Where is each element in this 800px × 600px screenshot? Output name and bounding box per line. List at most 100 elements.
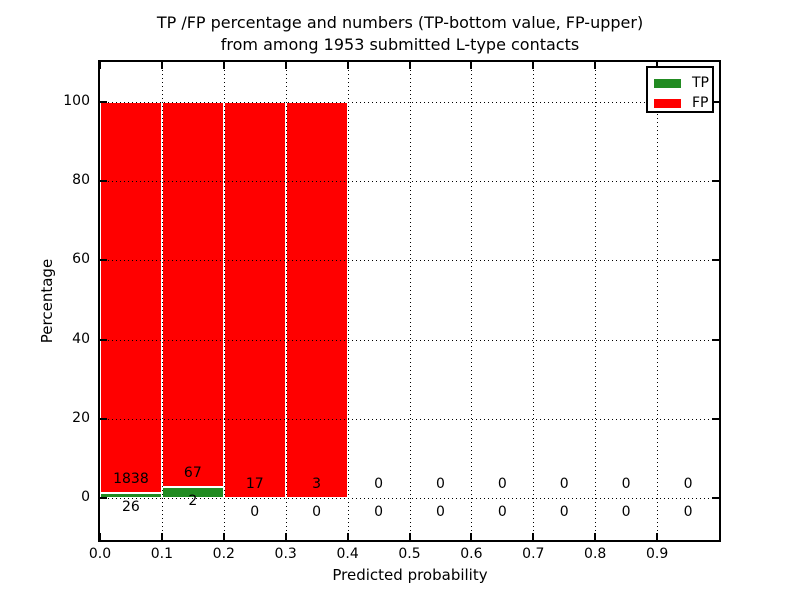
tp-count-label: 0 xyxy=(374,504,384,521)
x-tick-mark-top xyxy=(532,62,535,69)
fp-count-label: 3 xyxy=(312,476,322,493)
x-tick-mark xyxy=(594,533,597,540)
fp-legend-label: FP xyxy=(692,95,709,111)
fp-count-label: 67 xyxy=(183,464,202,481)
y-tick-label: 0 xyxy=(81,489,90,506)
chart-title-line1: TP /FP percentage and numbers (TP-bottom… xyxy=(156,13,644,32)
y-tick-label: 100 xyxy=(63,92,90,109)
x-tick-mark-top xyxy=(346,62,349,69)
x-tick-mark xyxy=(99,533,101,540)
x-tick-label: 0.1 xyxy=(150,546,174,562)
legend-row-fp: FP xyxy=(654,93,712,113)
x-tick-mark xyxy=(532,533,535,540)
vertical-gridline xyxy=(533,62,535,540)
x-tick-label: 0.0 xyxy=(88,546,112,562)
x-tick-label: 0.5 xyxy=(398,546,421,562)
y-tick-mark-right xyxy=(712,180,719,182)
x-tick-mark xyxy=(284,533,287,540)
x-tick-mark-top xyxy=(222,62,225,69)
fp-legend-swatch xyxy=(654,98,681,108)
horizontal-gridline xyxy=(100,498,719,500)
vertical-gridline xyxy=(409,62,411,540)
legend: TP FP xyxy=(646,66,714,113)
tp-count-label: 0 xyxy=(621,504,631,521)
x-tick-mark-top xyxy=(284,62,287,69)
horizontal-gridline xyxy=(100,339,719,341)
tp-count-label: 0 xyxy=(683,504,693,521)
y-tick-mark-right xyxy=(712,100,719,103)
x-tick-mark-top xyxy=(99,62,101,69)
x-tick-label: 0.6 xyxy=(460,546,483,562)
y-tick-mark xyxy=(100,497,107,500)
fp-bar-segment xyxy=(100,101,162,493)
fp-bar-segment xyxy=(285,101,348,499)
x-tick-mark xyxy=(160,533,163,540)
vertical-gridline xyxy=(657,62,659,540)
tp-count-label: 0 xyxy=(497,504,507,521)
x-tick-label: 0.7 xyxy=(522,546,545,562)
vertical-gridline xyxy=(347,62,349,540)
tp-bar-segment xyxy=(100,492,162,499)
tp-count-label: 0 xyxy=(559,504,569,521)
tp-count-label: 0 xyxy=(312,504,322,521)
x-tick-label: 0.4 xyxy=(336,546,359,562)
fp-bar-segment xyxy=(223,101,286,499)
x-tick-label: 0.3 xyxy=(274,546,297,562)
x-tick-label: 0.8 xyxy=(584,546,607,562)
tp-count-label: 2 xyxy=(188,492,198,509)
tp-legend-label: TP xyxy=(692,75,709,91)
y-tick-mark-right xyxy=(712,338,719,341)
fp-bar-segment xyxy=(161,101,224,487)
legend-row-tp: TP xyxy=(654,73,712,93)
x-tick-mark-top xyxy=(408,62,411,69)
y-tick-mark xyxy=(100,338,107,341)
y-tick-mark xyxy=(100,418,107,420)
y-tick-mark-right xyxy=(712,418,719,420)
y-tick-mark-right xyxy=(712,259,719,262)
tp-count-label: 0 xyxy=(250,504,260,521)
x-tick-mark-top xyxy=(656,62,659,69)
chart-title: TP /FP percentage and numbers (TP-bottom… xyxy=(0,12,800,56)
vertical-gridline xyxy=(223,62,225,540)
fp-count-label: 0 xyxy=(374,476,384,493)
fp-count-label: 0 xyxy=(683,476,693,493)
horizontal-gridline xyxy=(100,101,719,103)
y-tick-mark xyxy=(100,100,107,103)
y-tick-label: 60 xyxy=(72,251,90,268)
tp-count-label: 26 xyxy=(122,498,140,515)
x-tick-mark-top xyxy=(160,62,163,69)
tp-legend-swatch xyxy=(654,78,681,88)
y-tick-mark-right xyxy=(712,497,719,500)
x-tick-mark xyxy=(346,533,349,540)
tp-count-label: 0 xyxy=(435,504,445,521)
y-tick-label: 40 xyxy=(72,330,90,347)
fp-count-label: 0 xyxy=(435,476,445,493)
y-tick-mark xyxy=(100,259,107,262)
fp-count-label: 1838 xyxy=(113,470,149,487)
fp-count-label: 0 xyxy=(559,476,569,493)
horizontal-gridline xyxy=(100,260,719,262)
plot-area: 1838 26 67 2 17 0 3 0 0 0 0 0 0 0 0 0 0 0 0 0 xyxy=(98,60,721,542)
x-tick-mark xyxy=(222,533,225,540)
fp-count-label: 0 xyxy=(497,476,507,493)
vertical-gridline xyxy=(471,62,473,540)
y-tick-label: 20 xyxy=(72,410,90,426)
horizontal-gridline xyxy=(100,419,719,420)
x-axis-label: Predicted probability xyxy=(332,566,488,584)
vertical-gridline xyxy=(595,62,597,540)
x-tick-mark xyxy=(656,533,659,540)
x-tick-mark-top xyxy=(594,62,597,69)
vertical-gridline xyxy=(161,62,163,540)
x-tick-mark-top xyxy=(470,62,473,69)
chart-title-line2: from among 1953 submitted L-type contact… xyxy=(220,35,580,54)
y-tick-label: 80 xyxy=(72,172,90,188)
x-tick-label: 0.9 xyxy=(645,546,669,562)
fp-count-label: 17 xyxy=(245,476,264,493)
x-tick-label: 0.2 xyxy=(212,546,235,562)
y-tick-mark xyxy=(100,180,107,182)
x-tick-mark xyxy=(470,533,473,540)
vertical-gridline xyxy=(285,62,287,540)
x-tick-mark xyxy=(408,533,411,540)
fp-count-label: 0 xyxy=(621,476,631,493)
